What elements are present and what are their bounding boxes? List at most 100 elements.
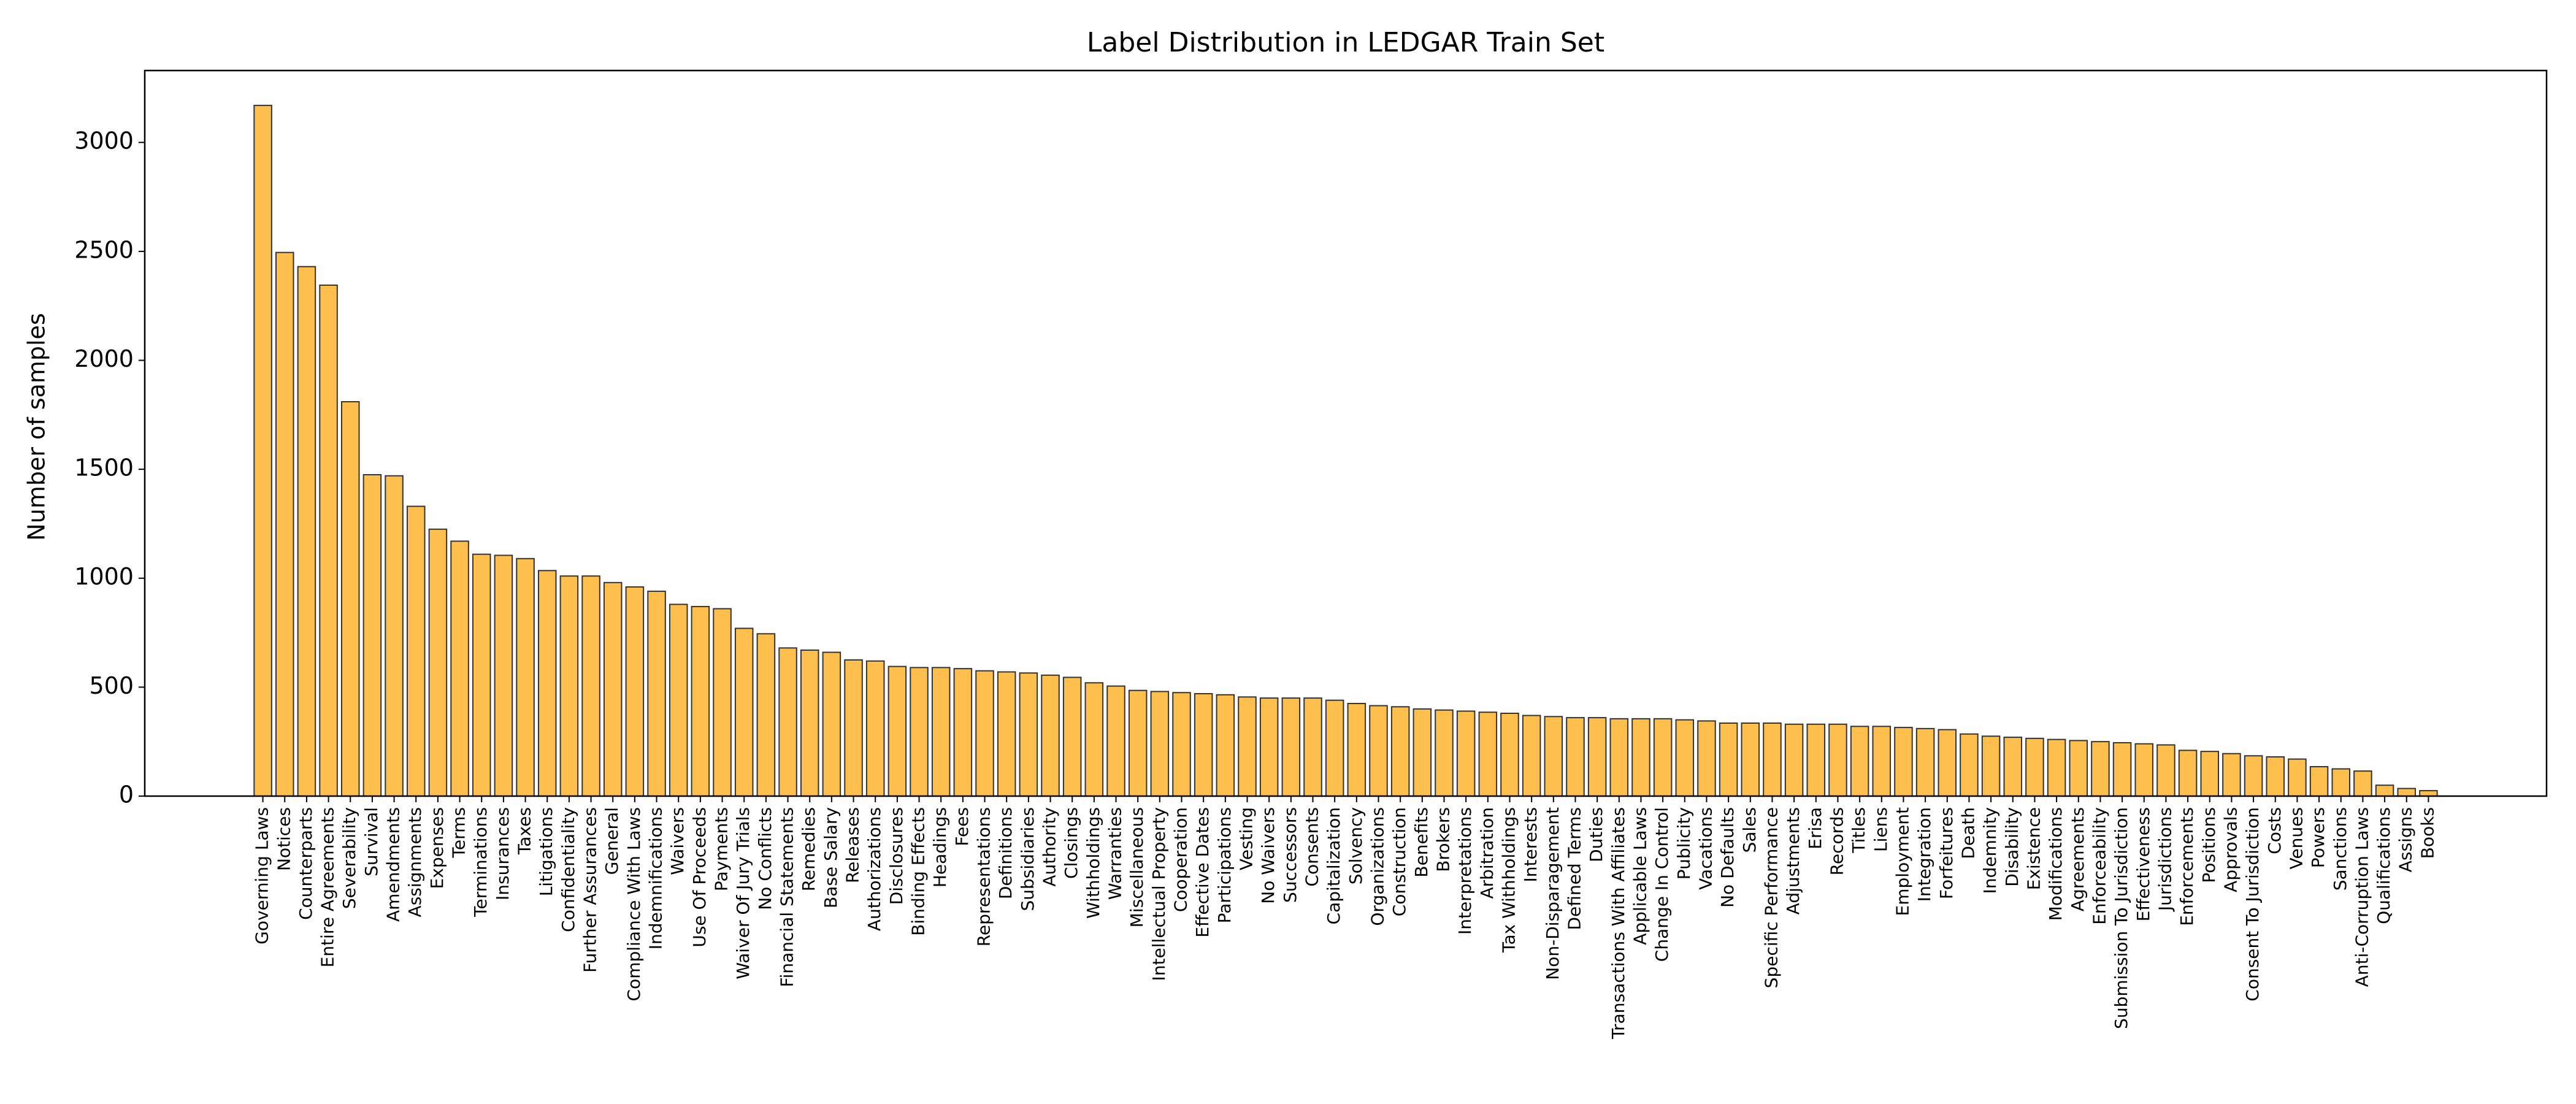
x-tick-label: Effective Dates	[1192, 807, 1213, 938]
bar	[1763, 722, 1782, 797]
x-tick-label: Base Salary	[821, 807, 841, 908]
x-tick-label: Adjustments	[1783, 807, 1803, 914]
bar	[1741, 722, 1760, 797]
bar	[2200, 751, 2220, 797]
bar	[931, 667, 951, 797]
bar	[1303, 697, 1322, 797]
y-tick-label: 0	[119, 781, 134, 808]
x-tick-label: Withholdings	[1083, 807, 1103, 919]
bar	[1062, 677, 1082, 797]
x-tick-label: Sanctions	[2330, 807, 2350, 891]
bar	[537, 570, 557, 797]
x-tick-label: Authority	[1040, 807, 1060, 887]
x-tick-label: Releases	[843, 807, 863, 883]
bar	[2134, 743, 2154, 797]
bar	[1106, 685, 1125, 797]
bar	[1522, 715, 1541, 797]
bar	[1216, 694, 1235, 797]
x-tick-label: Solvency	[1346, 807, 1366, 884]
bar	[1915, 727, 1935, 797]
bar	[2003, 737, 2023, 797]
x-tick-label: Warranties	[1105, 807, 1125, 900]
x-tick-label: Records	[1827, 807, 1847, 875]
x-tick-label: Counterparts	[296, 807, 316, 920]
bar	[1478, 711, 1498, 797]
bar	[2244, 755, 2263, 797]
bar	[2112, 742, 2132, 797]
y-tick-label: 2000	[74, 345, 134, 372]
y-axis-label: Number of samples	[23, 313, 50, 540]
x-tick-label: Litigations	[536, 807, 556, 896]
bar	[2091, 741, 2110, 797]
bar	[1631, 718, 1650, 797]
bar	[822, 651, 841, 797]
bar	[428, 528, 448, 797]
bar	[647, 591, 666, 797]
bar	[1719, 722, 1738, 797]
bar	[1675, 719, 1695, 797]
y-tick-label: 1500	[74, 454, 134, 481]
bar	[1960, 733, 1979, 797]
bar	[2025, 737, 2044, 797]
bar	[1325, 699, 1344, 797]
x-tick-label: Brokers	[1433, 807, 1453, 872]
x-tick-label: No Conflicts	[755, 807, 775, 910]
bar	[1850, 726, 1869, 797]
plot-frame	[144, 69, 2548, 797]
bar	[2353, 770, 2372, 797]
bar	[275, 251, 294, 797]
x-tick-label: Assignments	[405, 807, 425, 917]
bar	[1653, 718, 1673, 797]
x-tick-label: Taxes	[515, 807, 535, 855]
bar	[800, 649, 819, 797]
bar	[1566, 717, 1585, 797]
bar	[450, 540, 469, 797]
bar	[2288, 758, 2307, 797]
bar	[975, 670, 994, 797]
x-tick-label: Vacations	[1695, 807, 1715, 890]
x-tick-label: Tax Withholdings	[1498, 807, 1519, 953]
x-tick-label: Capitalization	[1324, 807, 1344, 924]
bar	[1456, 710, 1476, 797]
bar	[1828, 723, 1847, 797]
x-tick-label: Confidentiality	[558, 807, 578, 932]
x-tick-label: Death	[1958, 807, 1978, 859]
x-tick-label: Anti-Corruption Laws	[2352, 807, 2372, 987]
bar	[691, 605, 710, 797]
x-tick-label: Amendments	[383, 807, 404, 922]
bar	[297, 266, 316, 797]
bar	[887, 665, 907, 797]
bar	[2266, 756, 2285, 797]
x-tick-label: Financial Statements	[777, 807, 797, 987]
x-tick-label: Non-Disparagement	[1543, 807, 1563, 980]
x-tick-label: Forfeitures	[1936, 807, 1957, 899]
bar	[559, 575, 579, 797]
bar	[1544, 716, 1563, 797]
x-tick-label: Indemnifications	[646, 807, 666, 949]
x-tick-label: Payments	[711, 807, 732, 891]
x-tick-label: Effectiveness	[2133, 807, 2153, 921]
x-tick-label: Severability	[339, 807, 359, 909]
x-tick-label: Sales	[1739, 807, 1760, 853]
x-tick-label: Interests	[1520, 807, 1541, 883]
x-tick-label: Representations	[974, 807, 994, 946]
x-tick-label: Survival	[361, 807, 381, 876]
bar	[385, 475, 404, 797]
bar	[1041, 674, 1060, 797]
bar	[1084, 682, 1104, 797]
x-tick-label: General	[602, 807, 622, 875]
bar	[1281, 697, 1301, 797]
x-tick-label: Books	[2417, 807, 2437, 859]
x-tick-label: Construction	[1389, 807, 1409, 916]
bar	[581, 575, 600, 797]
y-tick-label: 3000	[74, 128, 134, 155]
bar	[2419, 790, 2438, 797]
x-tick-label: Submission To Jurisdiction	[2111, 807, 2131, 1029]
x-tick-label: Successors	[1280, 807, 1300, 903]
bar	[1128, 689, 1148, 797]
bar	[494, 554, 513, 797]
x-tick-label: Miscellaneous	[1127, 807, 1147, 927]
x-tick-label: Existence	[2023, 807, 2044, 890]
x-tick-label: Cooperation	[1171, 807, 1191, 912]
